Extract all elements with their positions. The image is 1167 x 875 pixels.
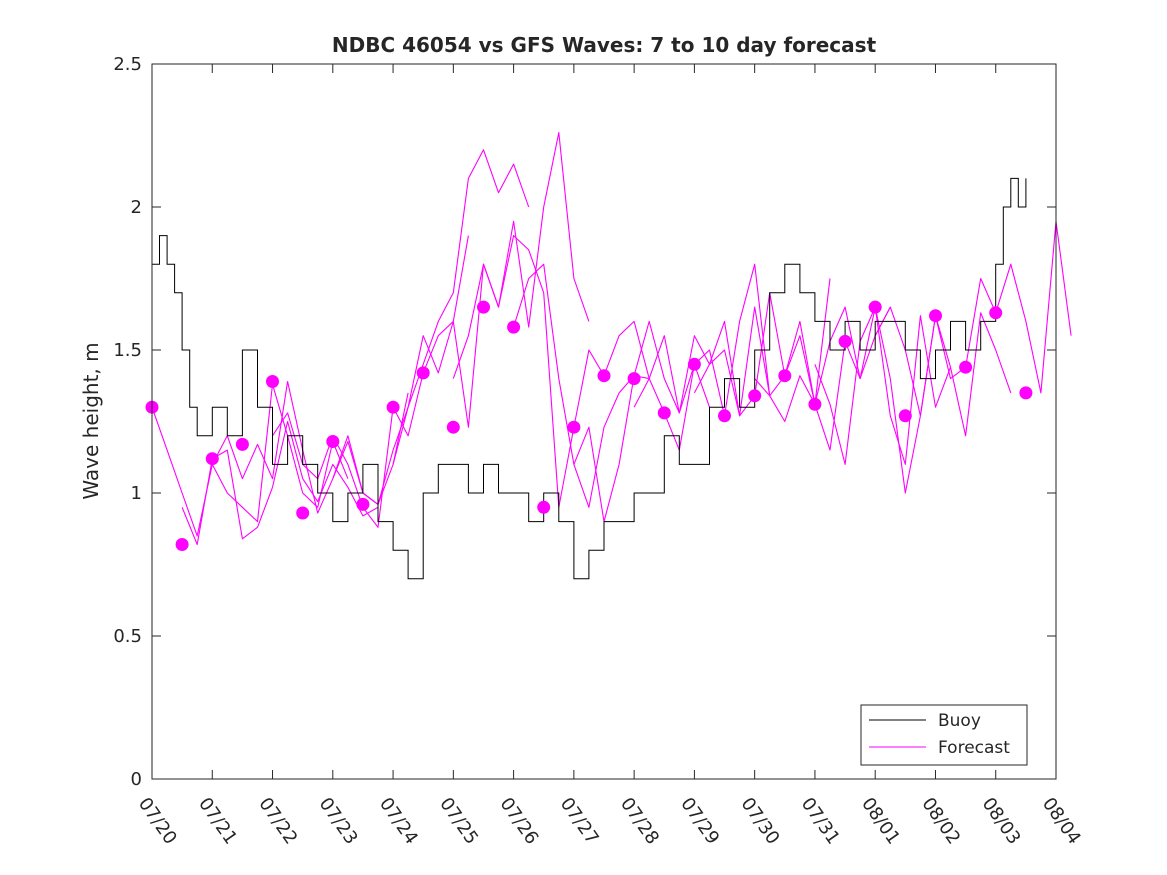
forecast-marker [567,420,581,434]
forecast-marker [778,369,792,383]
forecast-marker [838,334,852,348]
forecast-marker [386,400,400,414]
forecast-line [814,306,1012,494]
x-tick-label: 08/04 [1038,794,1085,849]
x-tick-label: 07/28 [616,794,663,849]
forecast-marker [205,452,219,466]
forecast-marker [868,300,882,314]
forecast-marker [1019,386,1033,400]
legend-box [860,704,1028,766]
forecast-marker [597,369,611,383]
buoy-line [152,177,1027,580]
x-tick-label: 07/27 [556,794,603,849]
forecast-marker [235,437,249,451]
forecast-marker [507,320,521,334]
y-tick-label: 1.5 [113,340,142,361]
y-tick-label: 1 [131,483,142,504]
forecast-line [452,235,650,508]
forecast-line [272,235,469,528]
forecast-marker [537,500,551,514]
y-tick-label: 2.5 [113,54,142,75]
forecast-marker [356,497,370,511]
forecast-marker [898,409,912,423]
axes-box [151,63,1057,780]
forecast-marker [446,420,460,434]
x-tick-label: 07/25 [435,794,482,849]
forecast-line [693,292,891,417]
y-tick-label: 0 [131,769,142,790]
legend: Buoy Forecast [860,704,1028,766]
forecast-marker [326,435,340,448]
x-tick-label: 07/24 [375,794,422,849]
chart-title: NDBC 46054 vs GFS Waves: 7 to 10 day for… [332,33,877,57]
x-tick-label: 07/20 [134,794,181,849]
x-tick-label: 08/01 [857,794,904,849]
x-tick-label: 07/31 [797,794,844,849]
forecast-line [332,149,530,505]
forecast-marker [748,389,762,403]
forecast-marker [657,406,671,420]
forecast-line [754,306,952,465]
forecast-marker [477,300,490,314]
forecast-marker [266,375,279,388]
forecast-marker [989,306,1003,320]
forecast-marker [627,372,641,386]
forecast-line [513,263,711,523]
forecast-marker [416,366,430,380]
forecast-marker [718,409,731,423]
x-tick-label: 08/02 [917,794,964,849]
y-tick-label: 2 [131,197,142,218]
x-tick-label: 07/21 [194,794,241,849]
x-tick-label: 08/03 [978,794,1025,849]
x-tick-label: 07/26 [496,794,543,849]
series-layer [145,132,1072,580]
x-tick-label: 07/29 [676,794,723,849]
legend-buoy-label: Buoy [938,711,981,731]
forecast-marker [175,538,189,551]
forecast-marker [687,357,701,371]
forecast-marker [296,506,310,520]
forecast-line [573,306,771,508]
x-tick-label: 07/22 [254,794,301,849]
forecast-marker [808,397,822,411]
forecast-line [874,220,1072,417]
legend-forecast-label: Forecast [938,738,1010,758]
forecast-marker [929,309,942,323]
x-tick-label: 07/30 [737,794,784,849]
forecast-marker [959,360,973,374]
y-tick-label: 0.5 [113,626,142,647]
x-tick-label: 07/23 [315,794,362,849]
forecast-line [151,383,349,537]
y-axis-label: Wave height, m [79,342,103,499]
